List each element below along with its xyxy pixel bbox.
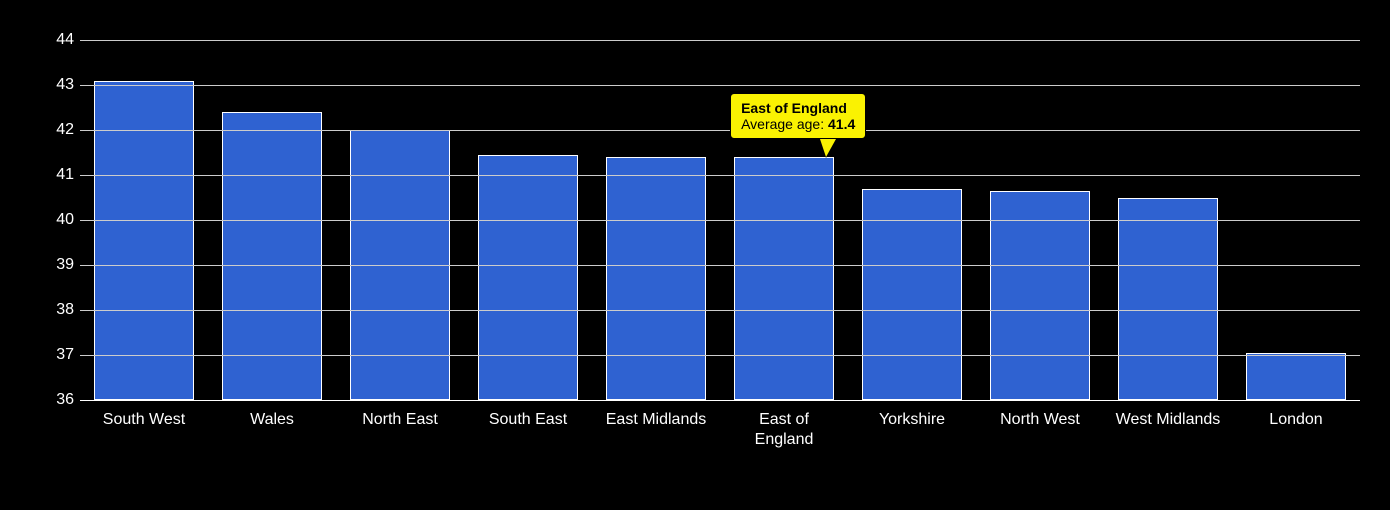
x-tick-label: West Midlands	[1104, 410, 1232, 430]
x-tick-label: Yorkshire	[848, 410, 976, 430]
tooltip-row: Average age: 41.4	[741, 116, 855, 132]
bar[interactable]	[478, 155, 578, 400]
x-tick-label: North West	[976, 410, 1104, 430]
tooltip-value: 41.4	[828, 116, 855, 132]
y-tick-label: 37	[14, 346, 74, 364]
tooltip: East of EnglandAverage age: 41.4	[730, 93, 866, 139]
tooltip-tail	[820, 139, 836, 157]
y-tick-label: 42	[14, 121, 74, 139]
gridline	[80, 265, 1360, 266]
tooltip-title: East of England	[741, 100, 855, 116]
y-tick-label: 44	[14, 31, 74, 49]
x-tick-label: East Midlands	[592, 410, 720, 430]
y-tick-label: 39	[14, 256, 74, 274]
bar[interactable]	[606, 157, 706, 400]
x-tick-label: North East	[336, 410, 464, 430]
y-tick-label: 43	[14, 76, 74, 94]
gridline	[80, 400, 1360, 401]
y-tick-label: 38	[14, 301, 74, 319]
bar[interactable]	[990, 191, 1090, 400]
bar[interactable]	[1118, 198, 1218, 401]
gridline	[80, 310, 1360, 311]
bar[interactable]	[222, 112, 322, 400]
y-tick-label: 40	[14, 211, 74, 229]
y-tick-label: 41	[14, 166, 74, 184]
plot-area	[80, 40, 1360, 400]
bar[interactable]	[734, 157, 834, 400]
x-tick-label: East ofEngland	[720, 410, 848, 450]
gridline	[80, 220, 1360, 221]
y-tick-label: 36	[14, 391, 74, 409]
gridline	[80, 355, 1360, 356]
gridline	[80, 175, 1360, 176]
x-tick-label: London	[1232, 410, 1360, 430]
gridline	[80, 40, 1360, 41]
gridline	[80, 130, 1360, 131]
bar[interactable]	[1246, 353, 1346, 400]
gridline	[80, 85, 1360, 86]
x-tick-label: Wales	[208, 410, 336, 430]
bar-chart: 36 37 38 39 40 41 42 43 44 South WestWalesNorth E…	[0, 0, 1390, 510]
tooltip-label: Average age:	[741, 116, 828, 132]
x-tick-label: South East	[464, 410, 592, 430]
bar[interactable]	[94, 81, 194, 401]
x-tick-label: South West	[80, 410, 208, 430]
